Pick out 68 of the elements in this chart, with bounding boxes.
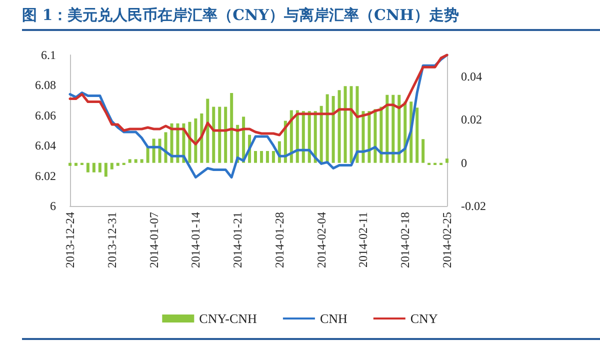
bar bbox=[146, 147, 150, 163]
y-tick-label: 6.08 bbox=[35, 78, 56, 92]
bar bbox=[212, 106, 216, 163]
bar bbox=[254, 150, 258, 163]
bar bbox=[134, 159, 138, 163]
bar bbox=[206, 98, 210, 163]
y2-tick-label: 0 bbox=[461, 156, 467, 170]
y2-tick-label: -0.02 bbox=[461, 199, 486, 213]
bar bbox=[68, 162, 72, 166]
bar bbox=[98, 162, 102, 172]
y-tick-label: 6.1 bbox=[41, 48, 56, 62]
bar bbox=[302, 111, 305, 163]
bar bbox=[116, 162, 120, 166]
bar bbox=[272, 150, 275, 163]
y-tick-label: 6.04 bbox=[35, 138, 56, 153]
bar bbox=[350, 86, 353, 163]
line-series bbox=[68, 54, 448, 179]
bar bbox=[398, 94, 401, 163]
y2-tick-label: 0.04 bbox=[461, 70, 482, 84]
bar bbox=[224, 106, 228, 163]
x-tick-label: 2013-12-24 bbox=[63, 212, 77, 268]
legend-label: CNY bbox=[410, 311, 438, 326]
legend-label: CNH bbox=[320, 311, 348, 326]
bar bbox=[140, 159, 144, 163]
x-tick-label: 2013-12-31 bbox=[104, 212, 119, 268]
bar bbox=[332, 96, 335, 163]
bar bbox=[338, 90, 341, 163]
bar bbox=[110, 162, 114, 170]
x-tick-label: 2014-02-25 bbox=[440, 212, 454, 268]
bar bbox=[260, 150, 263, 163]
bar bbox=[80, 162, 84, 166]
y-tick-label: 6.06 bbox=[35, 108, 56, 122]
bar bbox=[86, 162, 90, 172]
bar bbox=[344, 86, 347, 163]
y2-tick-label: 0.02 bbox=[461, 112, 482, 127]
bar bbox=[416, 108, 419, 163]
line-series bbox=[68, 54, 448, 146]
chart-title: 图 1：美元兑人民币在岸汇率（CNY）与离岸汇率（CNH）走势 bbox=[22, 6, 600, 31]
bar bbox=[218, 106, 222, 163]
bar bbox=[428, 162, 431, 166]
bar bbox=[326, 94, 329, 163]
bar bbox=[230, 92, 234, 163]
bar bbox=[392, 94, 395, 163]
bar bbox=[128, 159, 132, 163]
bar bbox=[92, 162, 96, 172]
x-tick-label: 2014-01-21 bbox=[230, 212, 245, 268]
bar bbox=[422, 139, 425, 163]
bar bbox=[74, 162, 78, 166]
bar bbox=[446, 158, 448, 163]
bar bbox=[266, 150, 269, 163]
y-tick-label: 6.02 bbox=[35, 168, 56, 183]
bar bbox=[122, 162, 126, 166]
x-tick-label: 2014-01-07 bbox=[146, 212, 161, 268]
bar bbox=[386, 94, 389, 163]
x-tick-label: 2014-01-14 bbox=[188, 212, 203, 268]
bar bbox=[194, 118, 198, 163]
bar bbox=[164, 132, 168, 163]
bar bbox=[440, 162, 443, 166]
y-tick-label: 6 bbox=[50, 199, 56, 213]
legend-label: CNY-CNH bbox=[199, 311, 257, 326]
bar bbox=[200, 113, 204, 163]
x-tick-label: 2014-02-04 bbox=[314, 212, 328, 268]
x-tick-label: 2014-02-11 bbox=[356, 212, 370, 268]
x-tick-label: 2014-02-18 bbox=[398, 212, 412, 268]
bar bbox=[104, 162, 108, 177]
bar bbox=[320, 106, 323, 163]
bar bbox=[434, 162, 437, 166]
x-tick-label: 2014-01-28 bbox=[272, 212, 286, 268]
